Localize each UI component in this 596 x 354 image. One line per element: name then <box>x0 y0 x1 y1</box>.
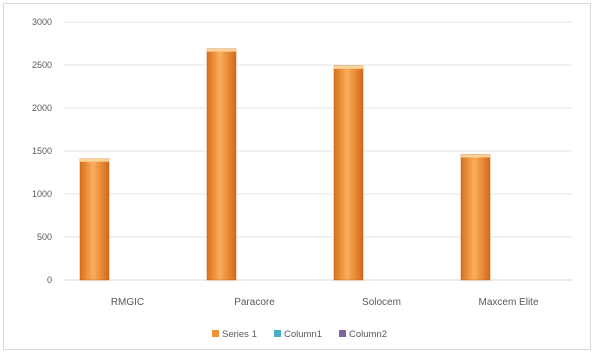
bar-maxcem-elite <box>460 154 491 281</box>
x-category-label: Paracore <box>234 297 275 308</box>
y-tick-label: 0 <box>47 275 52 285</box>
bar-top-highlight <box>334 65 363 69</box>
bar-top-highlight <box>207 48 236 52</box>
gridlines <box>64 21 572 281</box>
y-tick-label: 2000 <box>32 103 52 113</box>
legend-label: Column2 <box>349 329 387 340</box>
x-category-label: Solocem <box>362 297 401 308</box>
x-category-label: RMGIC <box>111 297 144 308</box>
bar-top-highlight <box>80 158 109 162</box>
bars <box>79 48 491 281</box>
x-category-label: Maxcem Elite <box>478 297 538 308</box>
y-tick-label: 1500 <box>32 146 52 156</box>
x-axis-category-labels: RMGIC Paracore Solocem Maxcem Elite <box>111 297 539 308</box>
legend-label: Column1 <box>284 329 322 340</box>
legend-swatch <box>274 330 281 337</box>
y-tick-label: 1000 <box>32 189 52 199</box>
legend-label: Series 1 <box>222 329 257 340</box>
bar-rmgic <box>79 158 110 281</box>
legend: Series 1 Column1 Column2 <box>212 329 387 340</box>
y-axis-tick-labels: 0 500 1000 1500 2000 2500 3000 <box>32 17 52 285</box>
legend-swatch <box>339 330 346 337</box>
legend-swatch <box>212 330 219 337</box>
y-tick-label: 500 <box>37 232 52 242</box>
y-tick-label: 3000 <box>32 17 52 27</box>
y-tick-label: 2500 <box>32 60 52 70</box>
bar-solocem <box>333 65 364 281</box>
bar-paracore <box>206 48 237 281</box>
bar-top-highlight <box>461 154 490 158</box>
